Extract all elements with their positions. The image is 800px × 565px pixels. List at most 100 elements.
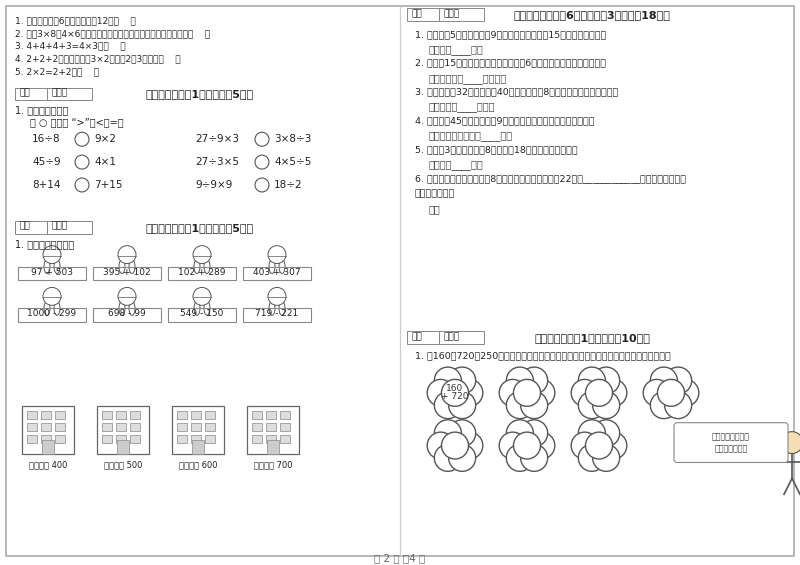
Bar	[168, 308, 236, 322]
Circle shape	[586, 380, 613, 406]
Circle shape	[193, 246, 211, 263]
Text: 评卷人: 评卷人	[443, 332, 459, 341]
Bar	[168, 267, 236, 280]
Ellipse shape	[204, 259, 210, 273]
Circle shape	[434, 420, 462, 447]
Text: 得分: 得分	[411, 332, 422, 341]
Bar	[15, 88, 47, 101]
Circle shape	[514, 380, 541, 406]
Bar	[93, 308, 161, 322]
Text: 答：平均每个笼子决____只。: 答：平均每个笼子决____只。	[429, 131, 513, 141]
Circle shape	[456, 432, 483, 459]
Circle shape	[268, 246, 286, 263]
Text: 5. 食堂近3车大米，每车8袋，吃掁18袋后，还剩多少袋？: 5. 食堂近3车大米，每车8袋，吃掁18袋后，还剩多少袋？	[415, 145, 578, 154]
Circle shape	[672, 380, 699, 406]
Text: 4. 2+2+2用乘法表示是3×2，表示2个3相加。（    ）: 4. 2+2+2用乘法表示是3×2，表示2个3相加。（ ）	[15, 55, 181, 64]
Circle shape	[434, 392, 462, 419]
Bar	[191, 434, 201, 442]
Bar	[280, 423, 290, 431]
Text: 102 + 289: 102 + 289	[178, 268, 226, 276]
Text: 395 + 102: 395 + 102	[103, 268, 151, 276]
Circle shape	[521, 367, 548, 394]
Bar	[177, 434, 187, 442]
Ellipse shape	[269, 259, 275, 273]
Text: 45÷9: 45÷9	[32, 157, 61, 167]
Text: 16÷8: 16÷8	[32, 134, 61, 144]
Circle shape	[643, 380, 670, 406]
Bar	[266, 423, 276, 431]
Bar	[93, 267, 161, 280]
Ellipse shape	[54, 259, 60, 273]
Text: 3. 二小一班有32人，二班有40人，做游戏每8人一个组，可以分几组玩？: 3. 二小一班有32人，二班有40人，做游戏每8人一个组，可以分几组玩？	[415, 88, 618, 97]
Circle shape	[578, 445, 606, 471]
Bar	[205, 411, 215, 419]
Text: 5. 2×2=2+2。（    ）: 5. 2×2=2+2。（ ）	[15, 68, 99, 77]
Text: 答：还剩____袋。: 答：还剩____袋。	[429, 160, 484, 170]
Bar	[407, 8, 439, 21]
Text: 18÷2: 18÷2	[274, 180, 302, 190]
Circle shape	[521, 392, 548, 419]
Circle shape	[449, 420, 476, 447]
Circle shape	[442, 380, 469, 406]
Bar	[252, 423, 262, 431]
Bar	[22, 406, 74, 454]
Ellipse shape	[54, 301, 60, 315]
Ellipse shape	[129, 259, 135, 273]
Bar	[205, 423, 215, 431]
Circle shape	[449, 445, 476, 471]
Circle shape	[650, 392, 678, 419]
Bar	[130, 423, 140, 431]
Circle shape	[571, 432, 598, 459]
Bar	[177, 411, 187, 419]
Circle shape	[593, 445, 620, 471]
Text: 27÷9×3: 27÷9×3	[195, 134, 239, 144]
Circle shape	[665, 392, 692, 419]
Bar	[191, 411, 201, 419]
Ellipse shape	[44, 301, 50, 315]
Bar	[116, 411, 126, 419]
Circle shape	[449, 367, 476, 394]
Circle shape	[650, 367, 678, 394]
Bar	[41, 411, 51, 419]
Bar	[205, 434, 215, 442]
Circle shape	[434, 367, 462, 394]
Circle shape	[593, 367, 620, 394]
Circle shape	[506, 367, 534, 394]
Circle shape	[434, 445, 462, 471]
Circle shape	[578, 420, 606, 447]
Circle shape	[578, 392, 606, 419]
Bar	[116, 434, 126, 442]
Bar	[55, 434, 65, 442]
Circle shape	[571, 380, 598, 406]
Circle shape	[528, 432, 555, 459]
Text: 得分: 得分	[19, 222, 30, 231]
Text: 在 ○ 里填上 “>”、<或=。: 在 ○ 里填上 “>”、<或=。	[30, 118, 124, 127]
Circle shape	[593, 420, 620, 447]
Circle shape	[43, 246, 61, 263]
Bar	[280, 411, 290, 419]
Text: 4. 饰养员典45只鸡，分别关9个笼子里，平均每个笼子决多少只？: 4. 饰养员典45只鸡，分别关9个笼子里，平均每个笼子决多少只？	[415, 116, 594, 125]
Circle shape	[521, 445, 548, 471]
Bar	[102, 434, 112, 442]
Text: 3. 4+4+4+3=4×3。（    ）: 3. 4+4+4+3=4×3。（ ）	[15, 42, 126, 51]
Ellipse shape	[194, 301, 200, 315]
Text: 评卷人: 评卷人	[443, 9, 459, 18]
Circle shape	[528, 380, 555, 406]
Text: 得数接近 400: 得数接近 400	[29, 460, 67, 470]
Bar	[41, 423, 51, 431]
Circle shape	[506, 445, 534, 471]
Text: 答：一共买了____个水果。: 答：一共买了____个水果。	[429, 73, 507, 84]
Bar	[18, 308, 86, 322]
Circle shape	[456, 380, 483, 406]
Text: 1. 小兔抜了5行萝卜，每行9个，送给邻居兔妇妇15个，还剩多少个？: 1. 小兔抜了5行萝卜，每行9个，送给邻居兔妇妇15个，还剩多少个？	[415, 30, 606, 39]
Text: 答：: 答：	[429, 204, 441, 214]
Bar	[102, 423, 112, 431]
Text: 第 2 页 共4 页: 第 2 页 共4 页	[374, 553, 426, 563]
Circle shape	[427, 380, 454, 406]
Circle shape	[506, 420, 534, 447]
Text: 7+15: 7+15	[94, 180, 122, 190]
Text: 4×1: 4×1	[94, 157, 116, 167]
Bar	[243, 267, 311, 280]
Bar	[267, 440, 279, 454]
Text: 七、连一连（共1大题，共芈5分）: 七、连一连（共1大题，共芈5分）	[146, 223, 254, 233]
